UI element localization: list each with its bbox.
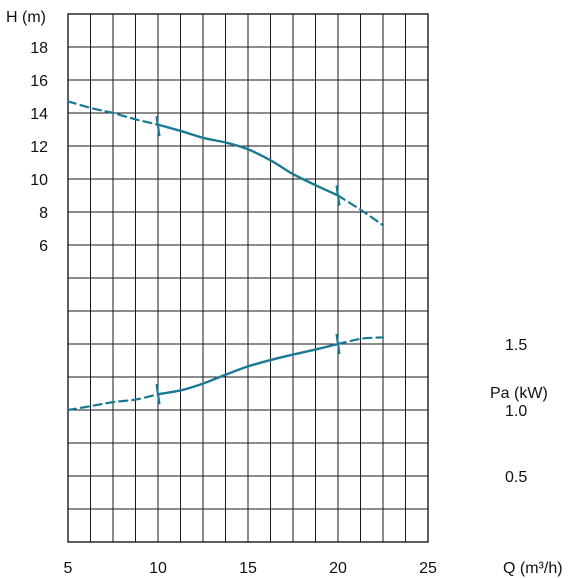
h-tick-label: 10 [30,172,48,189]
h-tick-label: 16 [30,73,48,90]
h-tick-label: 6 [39,238,48,255]
x-tick-label: 5 [64,560,73,577]
head-curve-dashed [336,194,385,227]
x-tick-label: 20 [329,560,347,577]
h-tick-label: 12 [30,139,48,156]
power-curve-solid [156,342,340,396]
chart-grid [67,13,429,543]
p-tick-label: 1.5 [505,337,527,354]
power-range-mark [335,333,341,355]
head-curve-solid [156,123,340,197]
power-curve-dashed [336,336,385,346]
h-tick-label: 18 [30,40,48,57]
h-tick-label: 8 [39,205,48,222]
chart-curves [66,100,385,412]
power-curve-dashed [66,393,160,412]
q-axis-label: Q (m³/h) [503,560,563,577]
p-tick-label: 0.5 [505,469,527,486]
x-tick-label: 25 [419,560,437,577]
head-range-mark [155,116,161,137]
h-tick-label: 14 [30,106,48,123]
h-axis-label: H (m) [6,9,46,26]
p-axis-label: Pa (kW) [490,385,548,402]
head-range-mark [335,185,341,206]
x-tick-label: 10 [149,560,167,577]
power-range-mark [155,383,161,405]
p-tick-label: 1.0 [505,403,527,420]
tick-labels: 5 10 15 20 25 18 16 14 12 10 8 6 1.5 1.0 0.5 [30,40,527,577]
plot-frame [67,13,429,543]
x-tick-label: 15 [239,560,257,577]
head-curve-dashed [66,100,160,126]
